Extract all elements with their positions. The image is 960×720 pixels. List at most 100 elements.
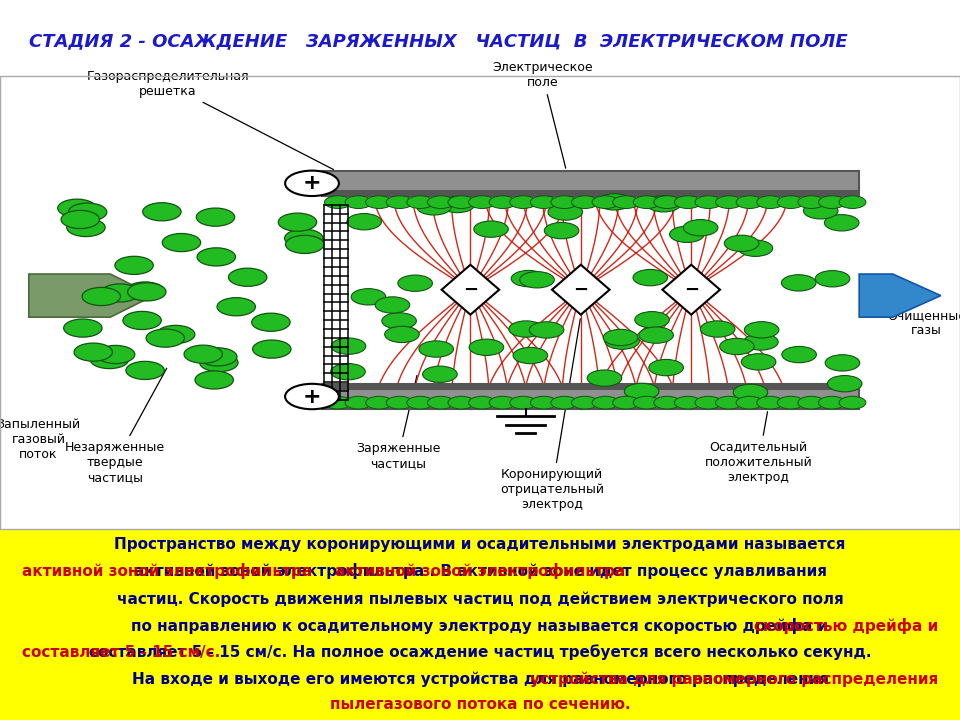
Circle shape	[781, 275, 816, 291]
Text: пылегазового потока по сечению.: пылегазового потока по сечению.	[329, 697, 631, 712]
Circle shape	[638, 327, 673, 343]
Circle shape	[798, 396, 825, 409]
Circle shape	[96, 346, 134, 364]
Circle shape	[68, 203, 107, 221]
Circle shape	[448, 196, 475, 209]
Circle shape	[419, 341, 453, 357]
Circle shape	[804, 202, 838, 219]
Circle shape	[331, 364, 366, 380]
FancyArrow shape	[29, 274, 154, 317]
Circle shape	[513, 347, 547, 364]
Circle shape	[815, 271, 850, 287]
Circle shape	[510, 396, 537, 409]
Circle shape	[469, 339, 504, 356]
Circle shape	[634, 396, 660, 409]
Circle shape	[612, 396, 639, 409]
Circle shape	[200, 354, 238, 372]
Text: устройства для равномерного распределения: устройства для равномерного распределени…	[530, 671, 938, 687]
Text: Очищенные
газы: Очищенные газы	[887, 309, 960, 337]
Circle shape	[427, 396, 454, 409]
Polygon shape	[552, 265, 610, 315]
Circle shape	[695, 396, 722, 409]
Circle shape	[347, 214, 381, 230]
Circle shape	[162, 233, 201, 251]
Circle shape	[126, 361, 164, 379]
Circle shape	[407, 396, 434, 409]
Circle shape	[674, 196, 701, 209]
Circle shape	[635, 312, 669, 328]
Bar	[322, 384, 859, 390]
Circle shape	[756, 196, 783, 209]
Circle shape	[324, 396, 351, 409]
Circle shape	[839, 396, 866, 409]
Circle shape	[324, 196, 351, 209]
Circle shape	[588, 370, 622, 387]
Text: активной зоной электрофильтра: активной зоной электрофильтра	[335, 563, 625, 579]
Circle shape	[217, 297, 255, 316]
Circle shape	[571, 396, 598, 409]
Text: Заряженные
частицы: Заряженные частицы	[356, 375, 441, 470]
Circle shape	[738, 240, 773, 256]
Circle shape	[592, 196, 619, 209]
Circle shape	[530, 196, 557, 209]
Polygon shape	[442, 265, 499, 315]
Circle shape	[530, 396, 557, 409]
Text: +: +	[302, 387, 322, 407]
Bar	[322, 171, 859, 196]
Circle shape	[715, 396, 742, 409]
Circle shape	[63, 319, 102, 337]
Circle shape	[646, 196, 681, 212]
Circle shape	[128, 283, 166, 301]
Text: −: −	[684, 281, 699, 299]
Text: Пространство между коронирующими и осадительными электродами называется: Пространство между коронирующими и осади…	[114, 537, 846, 552]
Circle shape	[724, 235, 758, 251]
Circle shape	[781, 346, 816, 363]
Circle shape	[146, 329, 184, 347]
Circle shape	[199, 348, 237, 366]
Polygon shape	[662, 265, 720, 315]
Circle shape	[284, 229, 323, 247]
Circle shape	[345, 196, 372, 209]
Circle shape	[468, 396, 495, 409]
Circle shape	[592, 396, 619, 409]
Circle shape	[720, 338, 755, 355]
Circle shape	[744, 322, 779, 338]
Circle shape	[448, 396, 475, 409]
Circle shape	[386, 196, 413, 209]
Circle shape	[551, 196, 578, 209]
Text: +: +	[302, 174, 322, 194]
Circle shape	[252, 313, 290, 331]
Circle shape	[669, 226, 704, 243]
Text: −: −	[463, 281, 478, 299]
Circle shape	[345, 396, 372, 409]
Circle shape	[633, 269, 667, 286]
FancyArrow shape	[859, 274, 941, 317]
Circle shape	[571, 196, 598, 209]
Text: Коронирующий
отрицательный
электрод: Коронирующий отрицательный электрод	[500, 319, 604, 511]
Circle shape	[778, 396, 804, 409]
Text: Незаряженные
твердые
частицы: Незаряженные твердые частицы	[65, 369, 167, 484]
Circle shape	[826, 355, 860, 371]
Circle shape	[736, 196, 763, 209]
Bar	[322, 384, 859, 409]
Circle shape	[551, 396, 578, 409]
Circle shape	[417, 199, 451, 215]
Circle shape	[634, 196, 660, 209]
Circle shape	[83, 287, 121, 305]
Circle shape	[252, 340, 291, 358]
Circle shape	[733, 384, 768, 400]
Circle shape	[440, 197, 474, 212]
Circle shape	[544, 222, 579, 239]
Text: На входе и выходе его имеются устройства для равномерного распределения: На входе и выходе его имеются устройства…	[132, 671, 828, 687]
Circle shape	[624, 383, 659, 400]
Circle shape	[366, 196, 393, 209]
Circle shape	[736, 396, 763, 409]
Circle shape	[529, 322, 564, 338]
Circle shape	[285, 235, 324, 253]
Circle shape	[715, 196, 742, 209]
Circle shape	[612, 196, 639, 209]
Circle shape	[597, 194, 632, 210]
Circle shape	[74, 343, 112, 361]
Circle shape	[422, 366, 457, 382]
Circle shape	[331, 338, 366, 354]
